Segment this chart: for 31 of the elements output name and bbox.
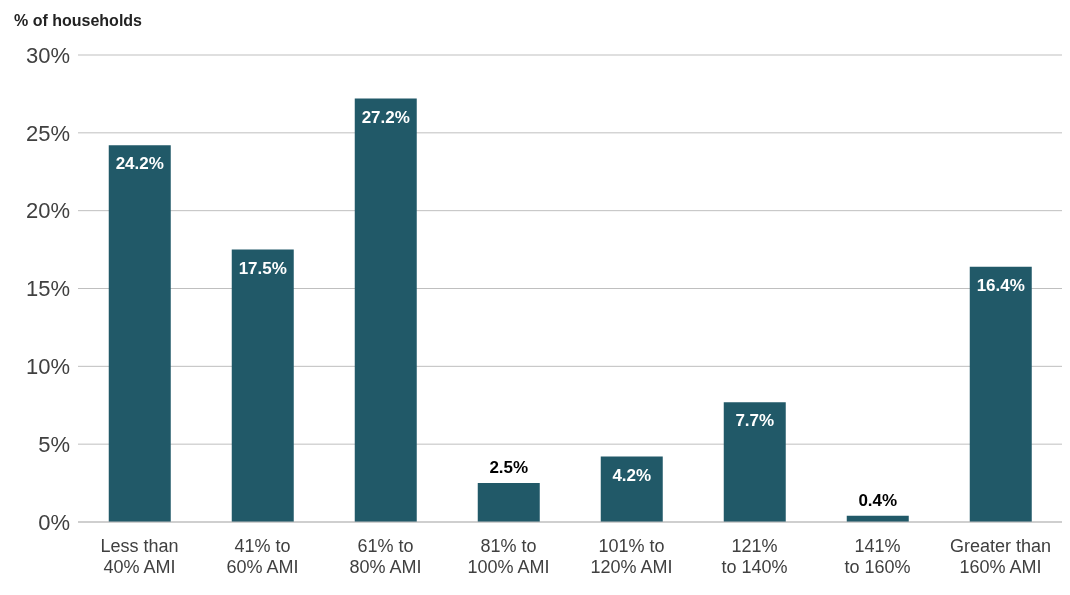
y-tick-label: 10% [25, 354, 70, 380]
y-tick-label: 5% [38, 431, 70, 457]
data-label: 17.5% [238, 258, 287, 278]
x-tick-label: 121% to 140% [721, 536, 788, 578]
y-tick-label: 20% [25, 198, 70, 224]
bar [600, 456, 663, 522]
x-tick-label: 61% to 80% AMI [349, 536, 422, 578]
bar [354, 98, 417, 522]
data-label: 16.4% [976, 275, 1025, 295]
y-axis-title: % of households [14, 12, 142, 30]
bar [108, 145, 171, 522]
bar [969, 266, 1032, 522]
x-tick-label: 141% to 160% [844, 536, 911, 578]
bar [477, 483, 540, 522]
x-tick-label: 41% to 60% AMI [226, 536, 299, 578]
x-tick-label: 81% to 100% AMI [467, 536, 550, 578]
data-label: 4.2% [612, 465, 652, 485]
data-label: 27.2% [361, 107, 410, 127]
data-label: 2.5% [489, 458, 529, 478]
data-label: 0.4% [858, 490, 898, 510]
bar [231, 249, 294, 522]
x-tick-label: Greater than 160% AMI [949, 536, 1052, 578]
bar [723, 402, 786, 522]
data-label: 7.7% [735, 411, 775, 431]
y-tick-label: 25% [25, 120, 70, 146]
data-label: 24.2% [115, 154, 164, 174]
y-tick-label: 30% [25, 42, 70, 68]
x-tick-label: Less than 40% AMI [100, 536, 179, 578]
x-tick-label: 101% to 120% AMI [590, 536, 673, 578]
y-tick-label: 0% [38, 509, 70, 535]
y-tick-label: 15% [25, 276, 70, 302]
